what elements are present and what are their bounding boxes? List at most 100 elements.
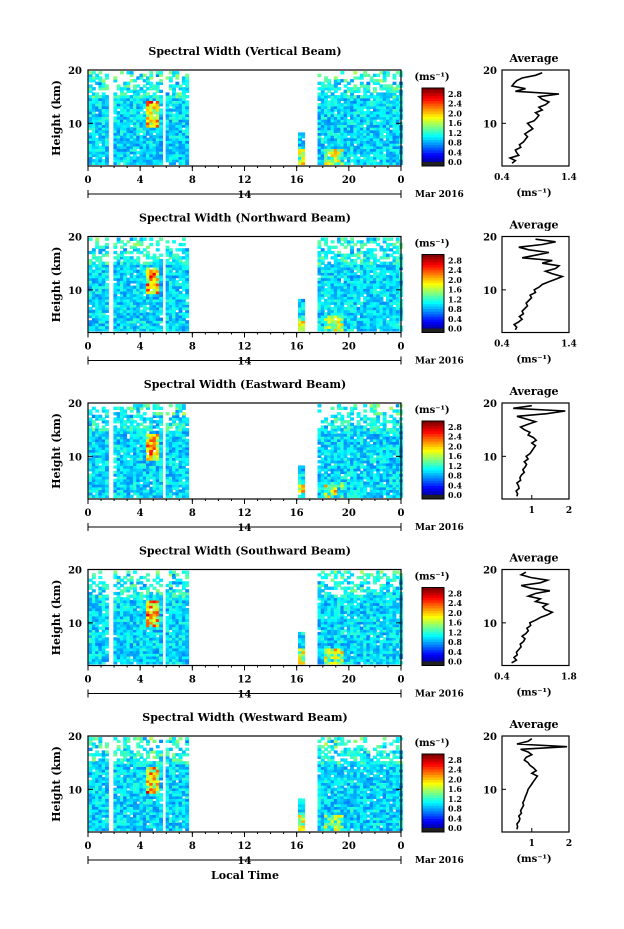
heatmap-cell — [346, 449, 351, 453]
heatmap-cell — [133, 159, 137, 163]
heatmap-cell — [320, 288, 325, 292]
heatmap-cell — [373, 277, 377, 281]
heatmap-cell — [146, 468, 150, 472]
heatmap-cell — [123, 97, 128, 101]
colorbar-swatch — [422, 314, 444, 318]
heatmap-cell — [95, 494, 100, 498]
heatmap-cell — [337, 446, 341, 450]
heatmap-cell — [95, 290, 100, 295]
colorbar-tick-label: 0.0 — [448, 324, 462, 334]
heatmap-cell — [373, 425, 377, 429]
heatmap-cell — [116, 457, 121, 461]
heatmap-cell — [159, 274, 163, 279]
heatmap-cell — [146, 245, 150, 249]
heatmap-cell — [168, 470, 173, 474]
heatmap-cell — [152, 452, 157, 456]
heatmap-cell — [88, 137, 93, 141]
heatmap-cell — [369, 417, 374, 421]
heatmap-cell — [126, 296, 131, 300]
heatmap-cell — [346, 462, 351, 466]
heatmap-cell — [320, 159, 325, 163]
y-axis-label: Height (km) — [50, 247, 63, 323]
heatmap-cell — [146, 320, 150, 324]
heatmap-cell — [320, 92, 325, 96]
y-tick-label: 20 — [68, 66, 82, 77]
heatmap-cell — [343, 446, 348, 450]
heatmap-cell — [88, 159, 93, 163]
heatmap-cell — [105, 457, 109, 461]
heatmap-cell — [133, 280, 137, 284]
heatmap-cell — [373, 261, 377, 265]
heatmap-cell — [366, 272, 371, 276]
heatmap-cell — [181, 145, 186, 149]
heatmap-cell — [359, 454, 364, 458]
heatmap-cell — [175, 457, 180, 461]
heatmap-cell — [389, 103, 394, 107]
heatmap-cell — [389, 253, 394, 257]
heatmap-cell — [373, 132, 377, 136]
heatmap-cell — [376, 489, 381, 493]
heatmap-cell — [337, 269, 341, 273]
heatmap-cell — [91, 140, 96, 144]
heatmap-cell — [95, 452, 100, 456]
heatmap-cell — [359, 161, 364, 165]
heatmap-cell — [149, 449, 154, 453]
heatmap-cell — [376, 428, 381, 432]
heatmap-cell — [301, 153, 306, 157]
heatmap-cell — [136, 452, 141, 456]
heatmap-cell — [330, 145, 335, 149]
colorbar-swatch — [422, 303, 444, 307]
heatmap-cell — [327, 95, 332, 99]
heatmap-cell — [129, 285, 134, 289]
heatmap-cell — [359, 462, 364, 466]
heatmap-cell — [175, 462, 180, 466]
heatmap-cell — [327, 325, 332, 329]
colorbar-swatch — [422, 290, 444, 294]
heatmap-cell — [356, 277, 361, 281]
heatmap-cell — [346, 298, 351, 303]
heatmap-cell — [146, 108, 150, 112]
heatmap-cell — [386, 306, 390, 311]
heatmap-cell — [168, 282, 173, 287]
heatmap-cell — [133, 258, 137, 263]
heatmap-cell — [320, 312, 325, 316]
heatmap-cell — [155, 266, 160, 271]
heatmap-cell — [133, 84, 137, 88]
heatmap-cell — [152, 492, 157, 496]
average-y-tick-label: 20 — [483, 66, 497, 77]
heatmap-cell — [139, 135, 144, 139]
heatmap-cell — [317, 264, 322, 268]
heatmap-cell — [317, 256, 322, 260]
x-tick-label: 16 — [290, 342, 304, 353]
heatmap-cell — [129, 457, 134, 461]
heatmap-cell — [185, 328, 190, 332]
heatmap-cell — [359, 306, 364, 311]
heatmap-cell — [136, 161, 141, 165]
heatmap-cell — [386, 124, 390, 128]
heatmap-cell — [324, 478, 328, 482]
heatmap-cell — [139, 317, 144, 321]
heatmap-cell — [366, 84, 371, 88]
heatmap-cell — [159, 444, 163, 448]
heatmap-cell — [340, 441, 345, 445]
heatmap-cell — [369, 420, 374, 424]
heatmap-cell — [178, 452, 183, 456]
heatmap-cell — [88, 325, 93, 329]
heatmap-cell — [353, 71, 358, 75]
heatmap-cell — [379, 84, 384, 88]
heatmap-cell — [105, 145, 109, 149]
heatmap-cell — [327, 116, 332, 120]
heatmap-cell — [363, 430, 368, 434]
heatmap-cell — [356, 468, 361, 472]
heatmap-cell — [320, 161, 325, 165]
heatmap-cell — [350, 473, 354, 477]
heatmap-cell — [395, 159, 400, 163]
heatmap-cell — [392, 320, 397, 324]
heatmap-cell — [392, 140, 397, 144]
heatmap-cell — [175, 314, 180, 319]
heatmap-cell — [181, 468, 186, 472]
heatmap-cell — [320, 119, 325, 123]
heatmap-cell — [333, 430, 338, 434]
heatmap-cell — [353, 274, 358, 279]
heatmap-cell — [185, 304, 190, 308]
